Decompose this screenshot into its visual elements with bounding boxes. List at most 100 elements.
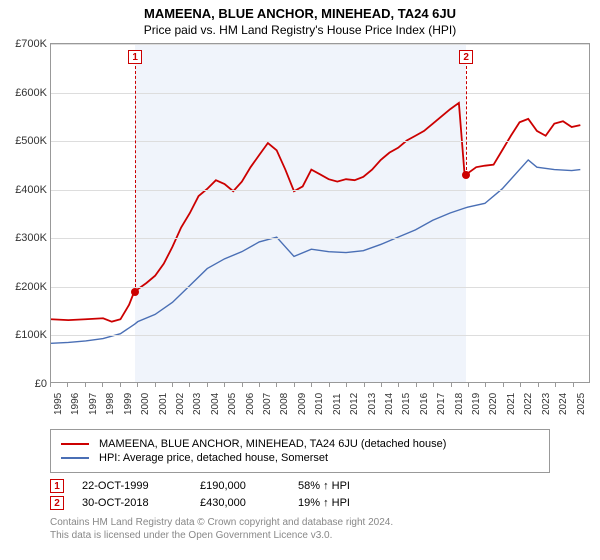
sale-date-2: 30-OCT-2018 <box>82 497 182 509</box>
x-tick <box>451 383 452 387</box>
x-tick <box>503 383 504 387</box>
legend-row-hpi: HPI: Average price, detached house, Some… <box>61 452 539 464</box>
chart-title: MAMEENA, BLUE ANCHOR, MINEHEAD, TA24 6JU <box>0 0 600 21</box>
sale-marker-dot <box>131 288 139 296</box>
x-tick <box>485 383 486 387</box>
sale-marker-line <box>135 66 136 292</box>
gridline <box>51 190 589 191</box>
x-tick <box>137 383 138 387</box>
x-axis-label: 2004 <box>210 393 221 415</box>
x-axis-label: 2009 <box>297 393 308 415</box>
sale-marker-box: 1 <box>128 50 142 64</box>
legend-box: MAMEENA, BLUE ANCHOR, MINEHEAD, TA24 6JU… <box>50 429 550 473</box>
y-axis-label: £600K <box>3 87 47 99</box>
x-tick <box>242 383 243 387</box>
x-axis-labels: 1995199619971998199920002001200220032004… <box>50 383 590 419</box>
y-axis-label: £300K <box>3 232 47 244</box>
x-axis-label: 2007 <box>262 393 273 415</box>
x-axis-label: 2018 <box>454 393 465 415</box>
sale-marker-box: 2 <box>459 50 473 64</box>
series-line-property <box>51 103 580 322</box>
legend-swatch-property <box>61 443 89 445</box>
x-axis-label: 1999 <box>123 393 134 415</box>
x-axis-label: 2010 <box>314 393 325 415</box>
x-tick <box>573 383 574 387</box>
x-tick <box>155 383 156 387</box>
x-tick <box>381 383 382 387</box>
x-axis-label: 2024 <box>558 393 569 415</box>
x-axis-label: 2001 <box>158 393 169 415</box>
y-axis-label: £400K <box>3 184 47 196</box>
x-tick <box>224 383 225 387</box>
x-tick <box>294 383 295 387</box>
x-tick <box>346 383 347 387</box>
x-tick <box>85 383 86 387</box>
x-tick <box>259 383 260 387</box>
x-axis-label: 2000 <box>140 393 151 415</box>
legend-row-property: MAMEENA, BLUE ANCHOR, MINEHEAD, TA24 6JU… <box>61 438 539 450</box>
gridline <box>51 238 589 239</box>
sale-price-1: £190,000 <box>200 480 280 492</box>
x-tick <box>364 383 365 387</box>
x-axis-label: 2025 <box>576 393 587 415</box>
sale-row-1: 1 22-OCT-1999 £190,000 58% ↑ HPI <box>50 479 550 493</box>
x-axis-label: 2006 <box>245 393 256 415</box>
x-axis-label: 2019 <box>471 393 482 415</box>
x-axis-label: 2013 <box>367 393 378 415</box>
x-axis-label: 1995 <box>53 393 64 415</box>
gridline <box>51 335 589 336</box>
y-axis-label: £700K <box>3 38 47 50</box>
gridline <box>51 93 589 94</box>
legend-label-hpi: HPI: Average price, detached house, Some… <box>99 452 328 464</box>
sale-diff-1: 58% ↑ HPI <box>298 480 388 492</box>
x-axis-label: 2012 <box>349 393 360 415</box>
x-axis-label: 2011 <box>332 393 343 415</box>
y-axis-label: £500K <box>3 135 47 147</box>
chart-lines-svg <box>51 44 589 382</box>
sale-marker-dot <box>462 171 470 179</box>
x-axis-label: 2021 <box>506 393 517 415</box>
x-tick <box>538 383 539 387</box>
x-tick <box>50 383 51 387</box>
sale-diff-2: 19% ↑ HPI <box>298 497 388 509</box>
footer-line-2: This data is licensed under the Open Gov… <box>50 529 550 542</box>
footer-line-1: Contains HM Land Registry data © Crown c… <box>50 516 550 529</box>
x-tick <box>189 383 190 387</box>
x-axis-label: 2022 <box>523 393 534 415</box>
x-axis-label: 2005 <box>227 393 238 415</box>
x-tick <box>172 383 173 387</box>
x-axis-label: 2014 <box>384 393 395 415</box>
sale-row-2: 2 30-OCT-2018 £430,000 19% ↑ HPI <box>50 496 550 510</box>
legend-label-property: MAMEENA, BLUE ANCHOR, MINEHEAD, TA24 6JU… <box>99 438 446 450</box>
x-tick <box>520 383 521 387</box>
sale-date-1: 22-OCT-1999 <box>82 480 182 492</box>
chart-plot-area: £0£100K£200K£300K£400K£500K£600K£700K12 <box>50 43 590 383</box>
x-tick <box>120 383 121 387</box>
x-tick <box>398 383 399 387</box>
x-axis-label: 2020 <box>488 393 499 415</box>
sales-table: 1 22-OCT-1999 £190,000 58% ↑ HPI 2 30-OC… <box>50 479 550 510</box>
legend-swatch-hpi <box>61 457 89 459</box>
x-tick <box>555 383 556 387</box>
x-axis-label: 2017 <box>436 393 447 415</box>
x-tick <box>416 383 417 387</box>
x-axis-label: 2015 <box>401 393 412 415</box>
x-tick <box>468 383 469 387</box>
y-axis-label: £200K <box>3 281 47 293</box>
x-axis-label: 2003 <box>192 393 203 415</box>
sale-marker-1: 1 <box>50 479 64 493</box>
sale-marker-2: 2 <box>50 496 64 510</box>
footer-attribution: Contains HM Land Registry data © Crown c… <box>50 516 550 542</box>
gridline <box>51 44 589 45</box>
x-tick <box>276 383 277 387</box>
x-tick <box>207 383 208 387</box>
chart-subtitle: Price paid vs. HM Land Registry's House … <box>0 21 600 43</box>
x-axis-label: 1997 <box>88 393 99 415</box>
sale-price-2: £430,000 <box>200 497 280 509</box>
x-axis-label: 2023 <box>541 393 552 415</box>
x-tick <box>329 383 330 387</box>
x-axis-label: 2016 <box>419 393 430 415</box>
gridline <box>51 141 589 142</box>
x-tick <box>102 383 103 387</box>
x-axis-label: 1998 <box>105 393 116 415</box>
